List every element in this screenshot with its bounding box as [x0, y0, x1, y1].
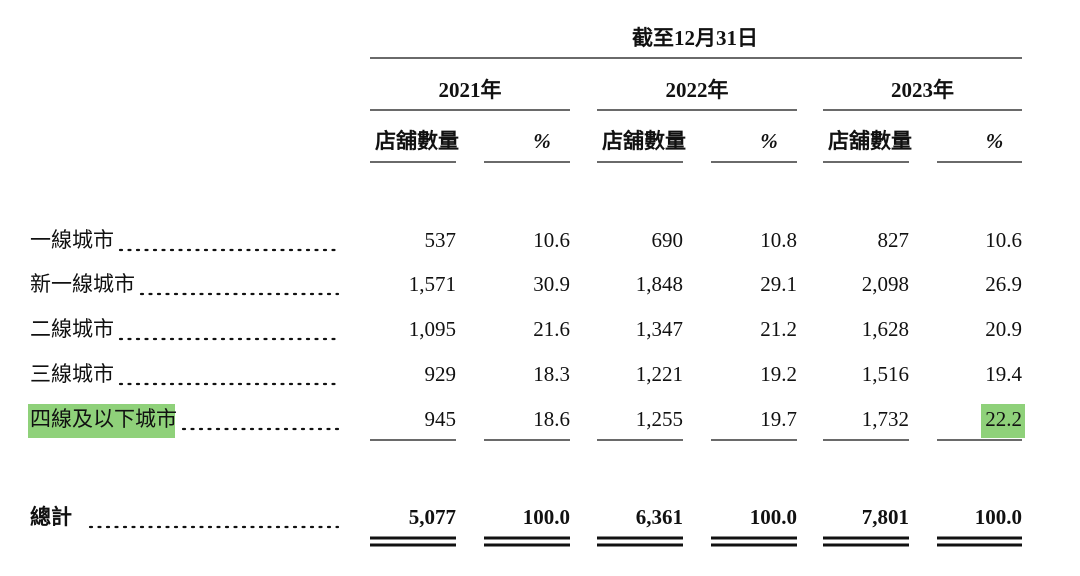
cell: 1,221	[636, 362, 683, 386]
cell: 1,848	[636, 272, 683, 296]
row-label: 二線城市	[30, 317, 114, 341]
total-cell: 100.0	[750, 505, 797, 529]
cell: 19.4	[985, 362, 1022, 386]
cell: 945	[425, 407, 457, 431]
year-header: 2023年	[891, 78, 954, 102]
cell: 1,516	[862, 362, 909, 386]
cell: 22.2	[985, 407, 1022, 431]
column-header: %	[760, 129, 778, 153]
total-cell: 100.0	[523, 505, 570, 529]
row-label: 新一線城市	[30, 272, 135, 296]
highlight	[28, 404, 175, 438]
header-title: 截至12月31日	[632, 26, 758, 50]
cell: 2,098	[862, 272, 909, 296]
cell: 30.9	[533, 272, 570, 296]
total-cell: 5,077	[409, 505, 456, 529]
cell: 690	[652, 228, 684, 252]
total-cell: 6,361	[636, 505, 683, 529]
cell: 29.1	[760, 272, 797, 296]
cell: 26.9	[985, 272, 1022, 296]
cell: 18.3	[533, 362, 570, 386]
cell: 1,732	[862, 407, 909, 431]
cell: 537	[425, 228, 457, 252]
cell: 10.6	[533, 228, 570, 252]
cell: 1,347	[636, 317, 683, 341]
year-header: 2021年	[439, 78, 502, 102]
cell: 19.7	[760, 407, 797, 431]
cell: 10.6	[985, 228, 1022, 252]
cell: 827	[878, 228, 910, 252]
row-label: 一線城市	[30, 228, 114, 252]
row-label: 三線城市	[30, 362, 114, 386]
total-label: 總計	[30, 505, 72, 529]
cell: 18.6	[533, 407, 570, 431]
cell: 929	[425, 362, 457, 386]
cell: 1,095	[409, 317, 456, 341]
row-label: 四線及以下城市	[30, 407, 177, 431]
column-header: %	[533, 129, 551, 153]
column-header: 店舖數量	[828, 129, 912, 153]
total-cell: 100.0	[975, 505, 1022, 529]
year-header: 2022年	[666, 78, 729, 102]
cell: 10.8	[760, 228, 797, 252]
cell: 19.2	[760, 362, 797, 386]
cell: 21.2	[760, 317, 797, 341]
cell: 1,571	[409, 272, 456, 296]
cell: 21.6	[533, 317, 570, 341]
cell: 20.9	[985, 317, 1022, 341]
column-header: 店舖數量	[602, 129, 686, 153]
total-cell: 7,801	[862, 505, 909, 529]
column-header: 店舖數量	[375, 129, 459, 153]
cell: 1,628	[862, 317, 909, 341]
highlight	[981, 404, 1025, 438]
cell: 1,255	[636, 407, 683, 431]
column-header: %	[986, 129, 1004, 153]
